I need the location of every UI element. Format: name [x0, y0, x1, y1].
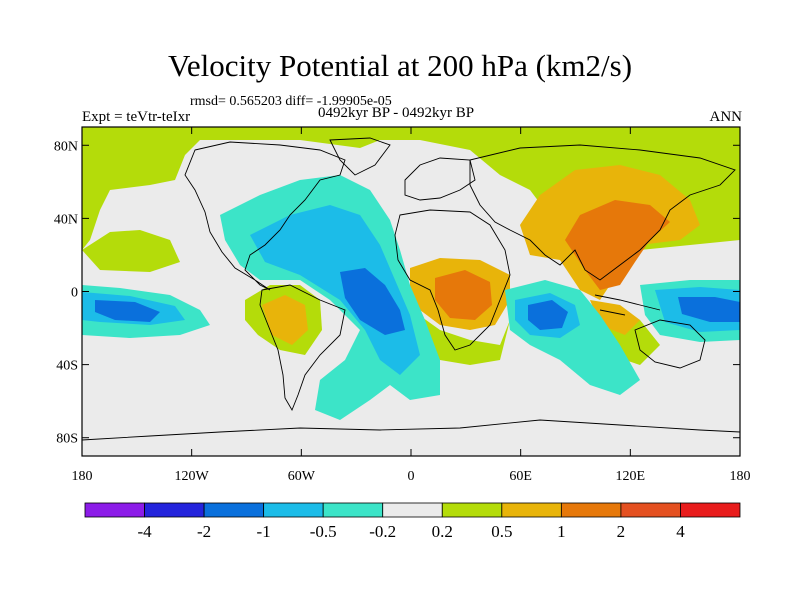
- axis-ticks: 80N 40N 0 40S 80S 180 120W 60W 0 60E 120E 180: [54, 127, 751, 484]
- colorbar-swatch: [322, 502, 384, 518]
- colorbar-label: -0.2: [369, 522, 396, 541]
- contour-wpac-pos2: [590, 300, 640, 335]
- colorbar-label: 0.2: [432, 522, 453, 541]
- season-label: ANN: [709, 109, 743, 125]
- colorbar-label: 2: [617, 522, 626, 541]
- contour-atlantic-core: [340, 268, 405, 335]
- contour-atlantic-neg2: [250, 205, 420, 375]
- colorbar-swatch: [263, 502, 324, 518]
- coastlines: [82, 137, 740, 441]
- experiment-label: Expt = teVtr-teIxr: [82, 109, 191, 125]
- colorbar-label: 4: [676, 522, 685, 541]
- lat-tick-label: 40S: [56, 359, 78, 374]
- colorbar-label: -0.5: [310, 522, 337, 541]
- stats-label: rmsd= 0.565203 diff= -1.99905e-05: [190, 94, 392, 109]
- contour-band-north-left: [82, 230, 180, 272]
- colorbar-swatch: [441, 502, 503, 518]
- contour-fields: [82, 127, 740, 420]
- colorbar-label: 0.5: [491, 522, 512, 541]
- lon-tick-label: 60W: [288, 469, 316, 484]
- coastline-antarctica: [82, 419, 740, 441]
- colorbar-swatch: [560, 502, 622, 518]
- period-label: 0492kyr BP - 0492kyr BP: [318, 105, 475, 121]
- coastline-africa: [394, 209, 511, 351]
- coastline-indonesia: [594, 294, 661, 316]
- colorbar-swatch: [203, 502, 265, 518]
- colorbar-label: -2: [197, 522, 211, 541]
- colorbar-label: -1: [257, 522, 271, 541]
- lat-tick-label: 40N: [54, 212, 78, 227]
- colorbar-swatch: [620, 502, 681, 518]
- contour-asia-core: [565, 200, 670, 290]
- lon-tick-label: 120W: [175, 469, 210, 484]
- lon-tick-label: 120E: [616, 469, 646, 484]
- coastline-australia: [634, 319, 706, 369]
- contour-sa-core: [262, 295, 308, 345]
- coastline-europe: [404, 157, 476, 201]
- colorbar-label: -4: [137, 522, 152, 541]
- lat-tick-label: 80S: [56, 432, 78, 447]
- lon-tick-label: 0: [408, 469, 415, 484]
- colorbar-swatch: [382, 502, 443, 518]
- contour-indian-core: [528, 300, 568, 330]
- plot-title: Velocity Potential at 200 hPa (km2/s): [167, 48, 633, 83]
- contour-africa-core: [435, 270, 492, 320]
- lon-tick-label: 60E: [509, 469, 532, 484]
- colorbar-label: 1: [557, 522, 566, 541]
- lon-tick-label: 180: [72, 469, 93, 484]
- colorbar-swatch: [84, 502, 145, 518]
- lat-tick-label: 0: [71, 286, 78, 301]
- colorbar-swatch: [501, 502, 562, 518]
- coastline-south-america: [259, 284, 346, 412]
- contour-pac-core-left: [95, 300, 160, 322]
- colorbar-swatch: [144, 502, 205, 518]
- lat-tick-label: 80N: [54, 139, 78, 154]
- lon-tick-label: 180: [730, 469, 751, 484]
- coastline-greenland: [329, 137, 391, 176]
- coastline-asia: [469, 144, 736, 281]
- colorbar-swatch: [680, 502, 741, 518]
- contour-pac-core-right: [678, 297, 740, 322]
- coastline-north-america: [184, 141, 346, 291]
